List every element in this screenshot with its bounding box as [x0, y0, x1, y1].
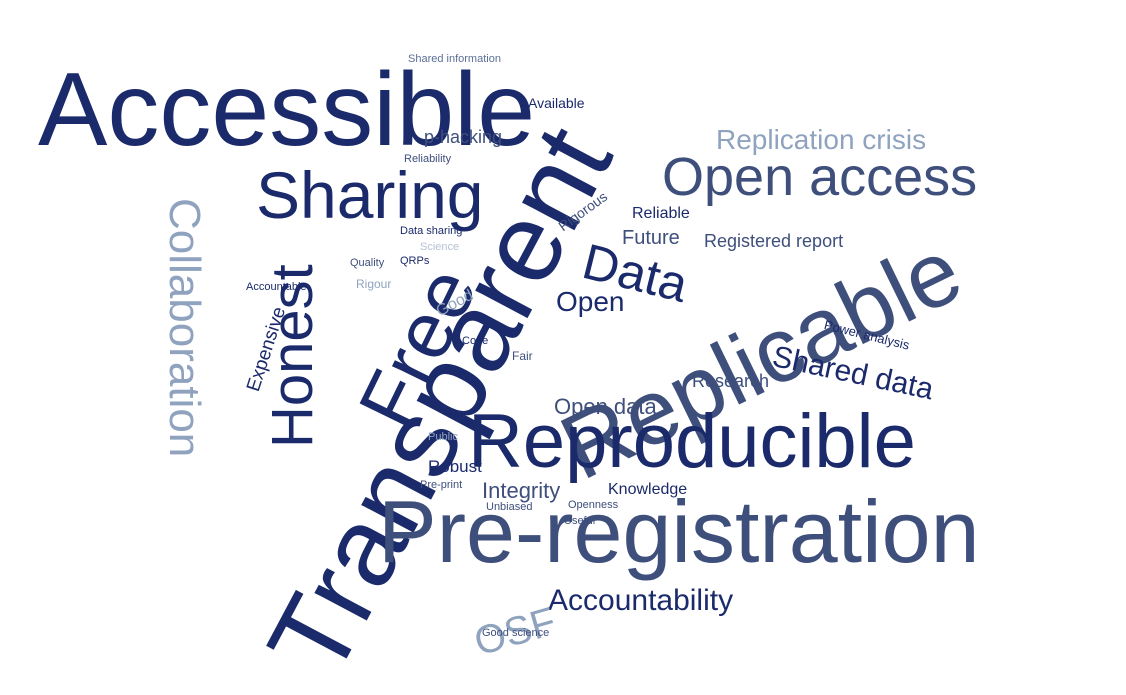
- word-sharing: Sharing: [256, 158, 484, 232]
- word-unbiased: Unbiased: [486, 501, 533, 513]
- word-openness: Openness: [568, 499, 619, 511]
- word-integrity: Integrity: [482, 478, 561, 503]
- word-available: Available: [528, 95, 585, 111]
- word-pre-print: Pre-print: [420, 479, 463, 491]
- word-p-hacking: p-hacking: [424, 127, 503, 147]
- word-shared-information: Shared information: [408, 53, 501, 65]
- word-pre-registration: Pre-registration: [378, 482, 980, 581]
- word-accountability: Accountability: [548, 584, 734, 617]
- word-open-access: Open access: [662, 147, 978, 207]
- word-reliability: Reliability: [404, 153, 452, 165]
- word-public: Public: [428, 431, 458, 443]
- word-data-sharing: Data sharing: [400, 225, 463, 237]
- word-open-data: Open data: [554, 394, 657, 419]
- word-reliable: Reliable: [632, 205, 690, 222]
- word-registered-report: Registered report: [704, 231, 844, 251]
- word-open: Open: [556, 286, 625, 317]
- word-science: Science: [420, 241, 460, 253]
- word-code: Code: [462, 335, 489, 347]
- word-accessible: Accessible: [38, 52, 536, 168]
- word-reproducible: Reproducible: [468, 399, 916, 484]
- word-qrps: QRPs: [400, 255, 430, 267]
- word-robust: Robust: [428, 457, 482, 476]
- word-fair: Fair: [512, 349, 533, 363]
- word-good-science: Good science: [482, 627, 550, 639]
- word-quality: Quality: [350, 257, 385, 269]
- word-knowledge: Knowledge: [608, 481, 688, 498]
- word-future: Future: [622, 227, 680, 249]
- word-collaboration: Collaboration: [160, 198, 209, 458]
- word-replication-crisis: Replication crisis: [716, 124, 927, 155]
- word-research: Research: [692, 371, 770, 391]
- word-rigour: Rigour: [356, 277, 392, 291]
- word-useful: Useful: [564, 515, 596, 527]
- word-accountable: Accountable: [246, 281, 307, 293]
